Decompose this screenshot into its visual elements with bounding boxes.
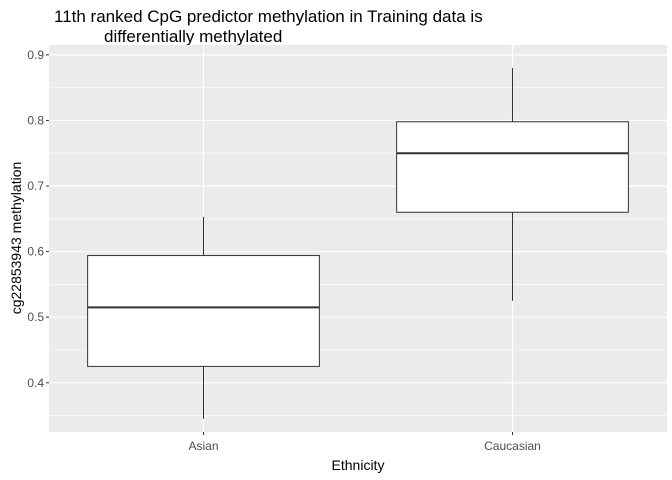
y-axis-ticks: 0.4 0.5 0.6 0.7 0.8 0.9 (27, 48, 49, 390)
y-tick-label: 0.8 (27, 113, 44, 127)
x-tick-label: Caucasian (484, 439, 541, 453)
x-axis-title: Ethnicity (332, 457, 385, 473)
chart-title-line2: differentially methylated (104, 27, 282, 46)
box-iqr (87, 255, 320, 367)
x-axis-ticks: Asian Caucasian (188, 432, 541, 453)
chart-title-line1: 11th ranked CpG predictor methylation in… (54, 7, 483, 26)
x-tick-label: Asian (188, 439, 218, 453)
box-asian (87, 216, 320, 419)
y-tick-label: 0.4 (27, 376, 44, 390)
box-series (87, 67, 629, 419)
box-caucasian (396, 67, 629, 301)
y-axis-title: cg22853943 methylation (8, 162, 24, 315)
y-tick-label: 0.6 (27, 245, 44, 259)
y-tick-label: 0.7 (27, 179, 44, 193)
plot-panel (49, 45, 667, 432)
y-tick-label: 0.5 (27, 310, 44, 324)
y-tick-label: 0.9 (27, 48, 44, 62)
box-iqr (396, 121, 629, 213)
